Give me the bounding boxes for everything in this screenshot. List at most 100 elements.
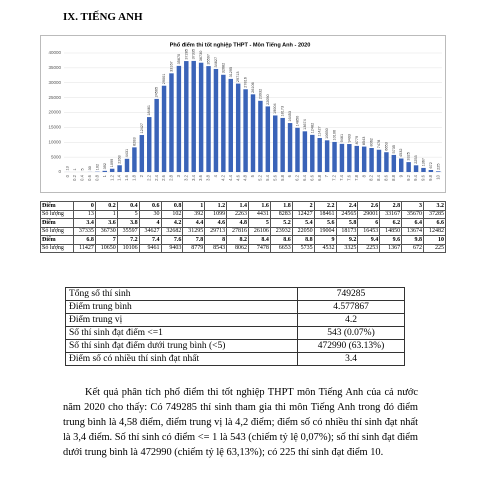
bar — [147, 117, 152, 172]
x-tick-label: 0.4 — [80, 174, 85, 180]
score-cell: 8.4 — [248, 235, 271, 245]
bar — [206, 66, 211, 172]
bar — [399, 158, 404, 172]
bar — [243, 89, 248, 172]
summary-cell: Tổng số thí sinh — [65, 287, 298, 301]
count-cell: 672 — [401, 243, 424, 253]
count-cell: 4431 — [248, 209, 271, 219]
summary-cell: Số thí sinh đạt điểm <=1 — [65, 326, 298, 340]
x-tick-label: 4.4 — [228, 174, 233, 180]
bar — [332, 141, 337, 172]
score-cell: 9.4 — [357, 235, 381, 245]
section-heading: IX. TIẾNG ANH — [63, 11, 143, 23]
data-label: 4431 — [125, 149, 129, 157]
x-tick-label: 7.2 — [332, 174, 337, 180]
summary-cell: 4.2 — [297, 313, 405, 327]
score-cell: 4 — [138, 218, 162, 228]
score-cell: 0.8 — [160, 201, 184, 211]
bar — [198, 62, 204, 172]
count-cell: 8543 — [204, 243, 228, 253]
data-label: 9461 — [340, 134, 344, 142]
summary-cell: 472990 (63.13%) — [297, 339, 405, 353]
bar — [213, 68, 219, 172]
data-label: 26106 — [251, 82, 255, 93]
summary-row: Điểm số có nhiều thí sinh đạt nhất 3.4 — [65, 352, 405, 366]
x-tick-label: 7.4 — [339, 174, 344, 180]
x-tick-label: 2.6 — [161, 174, 166, 180]
score-cell: 5.4 — [291, 218, 315, 228]
bar — [384, 152, 389, 172]
score-cell: 1.6 — [248, 201, 271, 211]
data-label: 37335 — [192, 49, 196, 60]
data-label: 102 — [95, 164, 99, 170]
score-cell: 7.6 — [160, 235, 184, 245]
x-tick-label: 10 — [435, 174, 440, 179]
data-label: 4532 — [399, 149, 403, 157]
score-cell: 4.2 — [160, 218, 184, 228]
score-cell: 4.6 — [204, 218, 228, 228]
data-label: 29001 — [162, 74, 166, 85]
x-tick-label: 9 — [398, 174, 403, 177]
count-cell: 31295 — [182, 226, 206, 236]
score-cell: 2.8 — [379, 201, 403, 211]
count-cell: 225 — [423, 243, 446, 253]
bar — [354, 145, 359, 172]
count-cell: 1 — [94, 209, 118, 219]
count-cell: 392 — [182, 209, 206, 219]
summary-cell: 543 (0.07%) — [297, 326, 405, 340]
bar — [361, 146, 367, 172]
score-cell: 5.8 — [335, 218, 359, 228]
data-label: 32682 — [221, 63, 225, 74]
score-cell: 8.8 — [291, 235, 315, 245]
row-label: Số lượng — [40, 209, 74, 219]
x-tick-label: 6.8 — [317, 174, 322, 180]
y-tick-label: 40000 — [48, 50, 61, 55]
bar — [302, 131, 308, 172]
x-tick-label: 9.4 — [413, 174, 418, 180]
bar — [347, 144, 352, 172]
x-tick-label: 8.8 — [391, 174, 396, 180]
bar — [295, 127, 300, 172]
score-cell: 8.6 — [269, 235, 293, 245]
bar — [258, 100, 263, 172]
row-label: Số lượng — [40, 243, 74, 253]
x-tick-label: 3.4 — [191, 174, 196, 180]
count-cell: 7478 — [248, 243, 271, 253]
count-cell: 36730 — [94, 226, 118, 236]
score-cell: 6.8 — [73, 235, 96, 245]
data-label: 12427 — [140, 123, 144, 134]
data-label: 2263 — [118, 155, 122, 163]
count-cell: 27816 — [226, 226, 249, 236]
x-tick-label: 4.2 — [220, 174, 225, 180]
score-cell: 2.2 — [313, 201, 337, 211]
count-cell: 102 — [160, 209, 184, 219]
score-cell: 7 — [94, 235, 118, 245]
count-cell: 5735 — [291, 243, 315, 253]
bar — [176, 65, 182, 172]
bar — [161, 85, 167, 172]
count-cell: 12482 — [423, 226, 446, 236]
bar — [280, 117, 285, 172]
x-tick-label: 3.2 — [183, 174, 188, 180]
bar — [154, 98, 159, 172]
count-cell: 8062 — [226, 243, 249, 253]
bar — [169, 73, 174, 172]
count-cell: 22050 — [291, 226, 315, 236]
score-cell: 10 — [423, 235, 446, 245]
score-cell: 7.4 — [138, 235, 162, 245]
score-cell: 0.6 — [138, 201, 162, 211]
data-label: 1099 — [110, 159, 114, 167]
x-tick-label: 5.8 — [280, 174, 285, 180]
summary-row: Điểm trung vị 4.2 — [65, 313, 405, 327]
count-cell: 19004 — [313, 226, 337, 236]
data-label: 18461 — [147, 105, 151, 116]
data-label: 8062 — [370, 138, 374, 146]
score-cell: 3.4 — [73, 218, 96, 228]
score-cell: 1.2 — [204, 201, 228, 211]
count-cell: 18461 — [313, 209, 337, 219]
x-tick-label: 4 — [213, 174, 218, 177]
x-tick-label: 0.2 — [72, 174, 77, 180]
data-label: 37285 — [184, 49, 188, 60]
count-cell: 37335 — [73, 226, 96, 236]
bar — [317, 138, 322, 172]
